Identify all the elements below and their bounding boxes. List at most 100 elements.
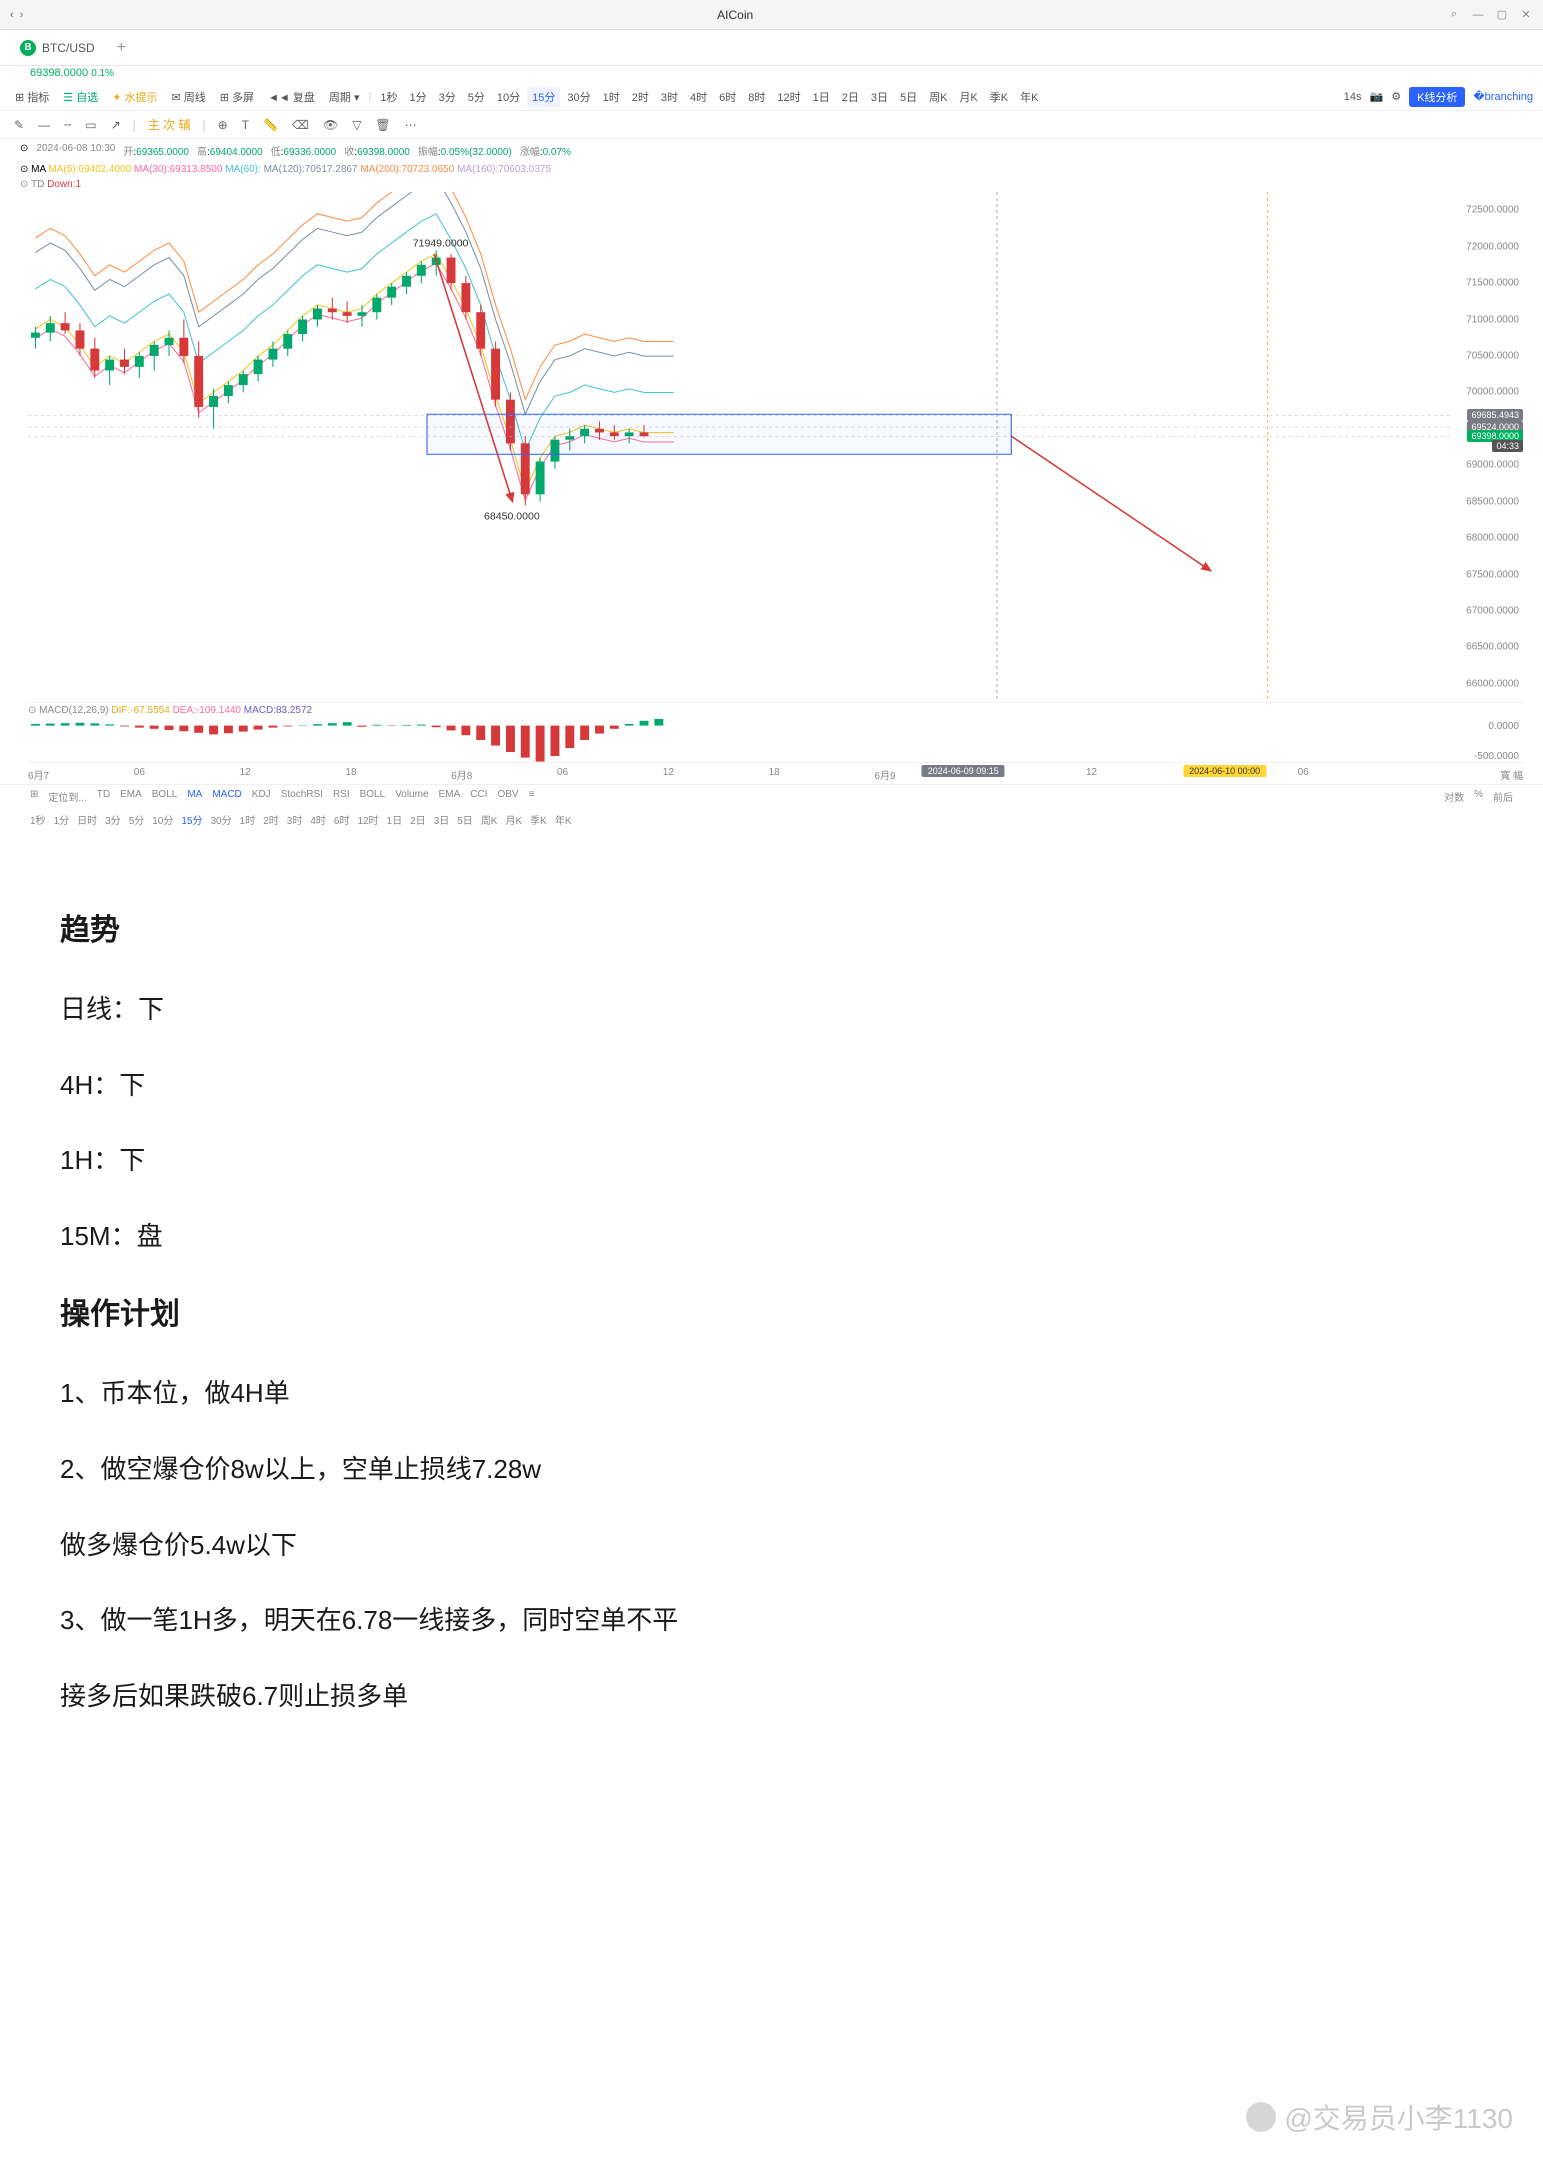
ind-OBV[interactable]: OBV [497,789,518,804]
tf2-4时[interactable]: 4时 [310,812,326,827]
eraser-icon[interactable]: ⌫ [290,116,311,134]
tf2-5分[interactable]: 5分 [129,812,145,827]
eye-icon[interactable]: 👁 [321,116,340,134]
ind-EMA[interactable]: EMA [439,789,461,804]
settings-icon[interactable]: ⚙ [1391,90,1401,103]
tf-1秒[interactable]: 1秒 [375,87,402,107]
tf2-1分[interactable]: 1分 [54,812,70,827]
ind-BOLL[interactable]: BOLL [152,789,178,804]
eye-toggle-icon[interactable]: ⊙ [28,705,36,716]
magnet-icon[interactable]: ⊕ [216,116,230,134]
ind-TD[interactable]: TD [97,789,110,804]
ind-MA[interactable]: MA [187,789,202,804]
tf2-6时[interactable]: 6时 [334,812,350,827]
tb-multiscreen[interactable]: ⊞ 多屏 [215,87,259,107]
ind-StochRSI[interactable]: StochRSI [281,789,323,804]
tf-2时[interactable]: 2时 [627,87,654,107]
tf2-季K[interactable]: 季K [530,812,547,827]
tf2-日时[interactable]: 日时 [77,812,97,827]
tf2-15分[interactable]: 15分 [181,812,202,827]
ind-EMA[interactable]: EMA [120,789,142,804]
ind-MACD[interactable]: MACD [212,789,241,804]
text-icon[interactable]: T [240,116,251,134]
ind-BOLL[interactable]: BOLL [360,789,386,804]
tf-月K[interactable]: 月K [954,87,982,107]
tf2-周K[interactable]: 周K [481,812,498,827]
ind-RSI[interactable]: RSI [333,789,350,804]
locate-label[interactable]: 定位到... [48,789,86,804]
tf2-5日[interactable]: 5日 [457,812,473,827]
back-icon[interactable]: ‹ [10,9,14,21]
tf-10分[interactable]: 10分 [492,87,525,107]
hline-icon[interactable]: ╌ [62,116,73,134]
more-icon[interactable]: ⋯ [403,116,419,134]
trash-icon[interactable]: 🗑 [373,116,392,134]
minimize-icon[interactable]: — [1471,8,1485,22]
tf-15分[interactable]: 15分 [527,87,560,107]
pencil-icon[interactable]: ✎ [12,116,26,134]
tb-watchlist[interactable]: ☰ 自选 [58,87,103,107]
tf-6时[interactable]: 6时 [714,87,741,107]
tf-5分[interactable]: 5分 [463,87,490,107]
tf-3时[interactable]: 3时 [656,87,683,107]
price-chart[interactable]: 71949.000068450.0000 72500.000072000.000… [28,192,1523,702]
line-icon[interactable]: — [36,116,52,134]
eye-toggle-icon[interactable]: ⊙ [20,143,28,158]
tf2-12时[interactable]: 12时 [357,812,378,827]
tf2-3时[interactable]: 3时 [287,812,303,827]
tf-12时[interactable]: 12时 [772,87,805,107]
tf2-月K[interactable]: 月K [505,812,522,827]
tf-4时[interactable]: 4时 [685,87,712,107]
camera-icon[interactable]: 📷 [1369,90,1383,103]
tf2-3分[interactable]: 3分 [105,812,121,827]
tf-3日[interactable]: 3日 [866,87,893,107]
filter-icon[interactable]: ▽ [350,116,363,134]
search-icon[interactable]: ⌕ [1447,8,1461,22]
arrow-icon[interactable]: ↗ [109,116,123,134]
tf2-30分[interactable]: 30分 [211,812,232,827]
forward-icon[interactable]: › [20,9,24,21]
tf2-3日[interactable]: 3日 [434,812,450,827]
ind-KDJ[interactable]: KDJ [252,789,271,804]
tf2-1日[interactable]: 1日 [387,812,403,827]
tf-5日[interactable]: 5日 [895,87,922,107]
tf-1分[interactable]: 1分 [404,87,431,107]
tf2-1时[interactable]: 1时 [240,812,256,827]
rect-icon[interactable]: ▭ [83,116,98,134]
tf2-1秒[interactable]: 1秒 [30,812,46,827]
tf-30分[interactable]: 30分 [562,87,595,107]
kline-analysis-button[interactable]: K线分析 [1409,87,1465,107]
ind-opt-对数[interactable]: 对数 [1444,789,1464,804]
eye-toggle-icon[interactable]: ⊙ [20,179,28,190]
eye-toggle-icon[interactable]: ⊙ [20,164,28,175]
tf-1时[interactable]: 1时 [598,87,625,107]
maximize-icon[interactable]: ▢ [1495,8,1509,22]
tf2-10分[interactable]: 10分 [152,812,173,827]
tf2-年K[interactable]: 年K [555,812,572,827]
tf-周K[interactable]: 周K [924,87,952,107]
ind-more-icon[interactable]: ≡ [529,789,535,804]
ind-opt-%[interactable]: % [1474,789,1483,804]
tf2-2时[interactable]: 2时 [263,812,279,827]
ind-opt-前后[interactable]: 前后 [1493,789,1513,804]
tf-1日[interactable]: 1日 [808,87,835,107]
ruler-icon[interactable]: 📏 [261,116,280,134]
tb-period[interactable]: 周期 ▾ [324,87,365,107]
tf2-2日[interactable]: 2日 [410,812,426,827]
tb-weekly[interactable]: ✉ 周线 [166,87,210,107]
tf-季K[interactable]: 季K [985,87,1013,107]
share-icon[interactable]: �branching [1473,90,1533,103]
ind-CCI[interactable]: CCI [470,789,487,804]
tb-replay[interactable]: ◄◄ 复盘 [263,87,320,107]
add-tab-button[interactable]: + [107,39,136,57]
tf-2日[interactable]: 2日 [837,87,864,107]
tf-年K[interactable]: 年K [1015,87,1043,107]
tf-3分[interactable]: 3分 [434,87,461,107]
tb-alert[interactable]: ✦ 水提示 [107,87,162,107]
ind-Volume[interactable]: Volume [395,789,428,804]
symbol-tab[interactable]: B BTC/USD [8,34,107,62]
close-icon[interactable]: ✕ [1519,8,1533,22]
tf-8时[interactable]: 8时 [743,87,770,107]
tb-indicators[interactable]: ⊞ 指标 [10,87,54,107]
locate-icon[interactable]: ⊞ [30,789,38,804]
